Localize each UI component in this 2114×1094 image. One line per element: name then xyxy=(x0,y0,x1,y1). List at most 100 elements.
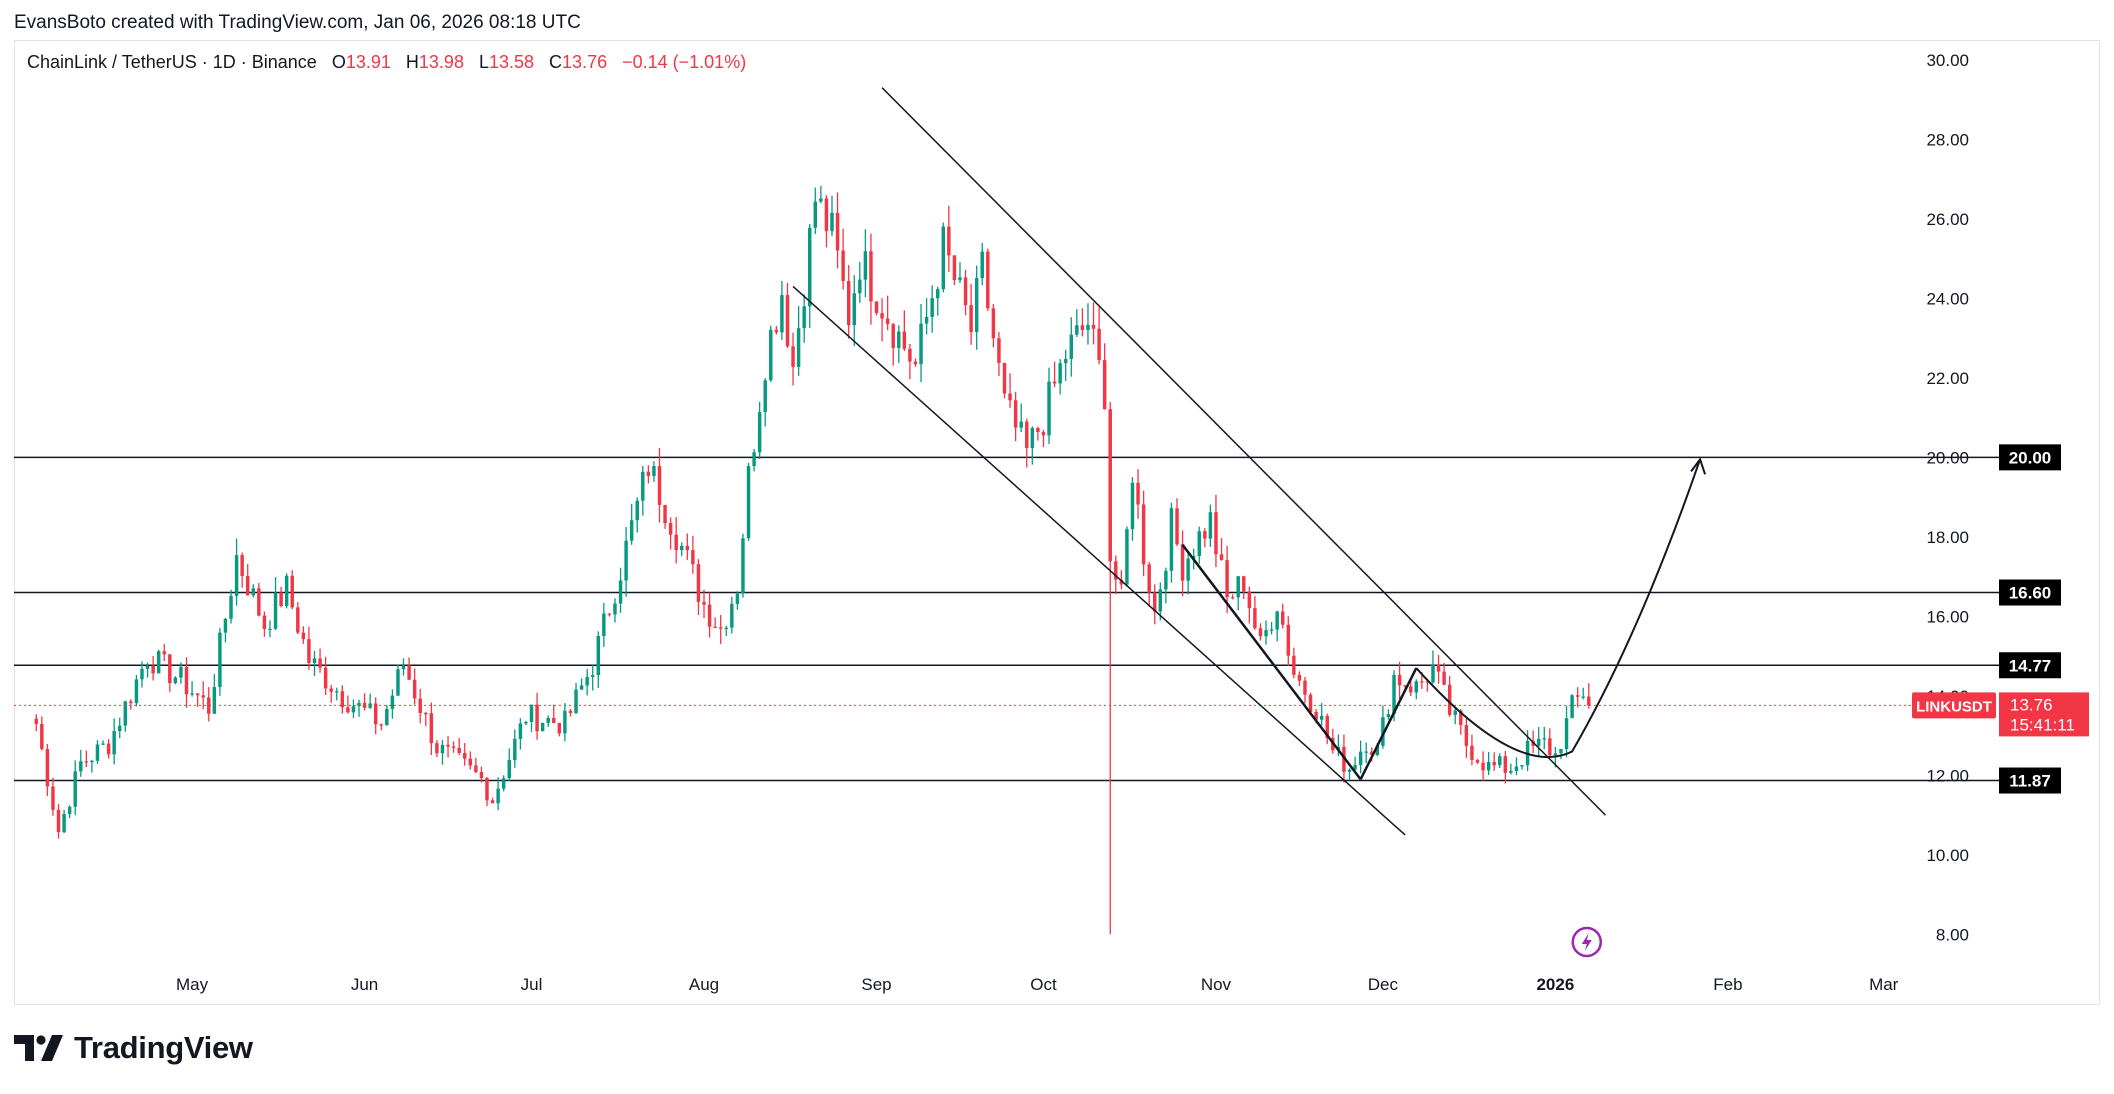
x-tick-label: Dec xyxy=(1368,975,1399,994)
candle-body xyxy=(997,338,1001,363)
candle-body xyxy=(1414,681,1419,693)
candle-body xyxy=(535,704,539,732)
candle-body xyxy=(1364,751,1368,753)
candle-body xyxy=(674,534,678,551)
candle-body xyxy=(1219,554,1224,561)
x-tick-label: Nov xyxy=(1201,975,1232,994)
y-tick-label: 16.00 xyxy=(1926,607,1969,626)
candle-body xyxy=(312,658,317,663)
y-tick-label: 12.00 xyxy=(1926,766,1969,785)
candle-body xyxy=(1013,400,1018,428)
candle-body xyxy=(552,717,556,723)
candle-body xyxy=(440,744,445,754)
tradingview-brand: TradingView xyxy=(74,1030,253,1065)
candle-body xyxy=(90,760,94,763)
projection-curve xyxy=(1415,459,1702,759)
candle-body xyxy=(1063,358,1068,364)
candle-body xyxy=(145,665,150,669)
chart-area[interactable] xyxy=(14,40,2100,1005)
candle-body xyxy=(590,675,595,677)
candle-body xyxy=(624,540,628,581)
candle-body xyxy=(1436,664,1441,672)
candle-body xyxy=(379,724,383,726)
candle-body xyxy=(1503,756,1508,773)
candle-body xyxy=(195,693,200,696)
candle-body xyxy=(1347,769,1352,772)
candle-body xyxy=(1186,558,1190,581)
candle-body xyxy=(991,308,996,339)
price-level-tag xyxy=(1999,579,2061,606)
candle-body xyxy=(1475,759,1480,763)
y-tick-label: 8.00 xyxy=(1936,925,1969,944)
x-tick-label: Sep xyxy=(861,975,891,994)
candle-body xyxy=(1002,362,1007,394)
candle-body xyxy=(179,666,183,678)
candle-body xyxy=(641,471,645,501)
candle-body xyxy=(1581,696,1585,698)
candle-body xyxy=(234,555,239,596)
candle-body xyxy=(1242,576,1246,592)
candle-body xyxy=(657,466,662,505)
candle-body xyxy=(1498,756,1502,766)
candle-body xyxy=(201,695,205,698)
candle-body xyxy=(1169,508,1174,571)
x-tick-label: Jun xyxy=(351,975,378,994)
candle-body xyxy=(874,301,879,314)
candle-body xyxy=(385,708,389,726)
candle-body xyxy=(568,710,573,713)
candle-body xyxy=(841,250,845,282)
candle-body xyxy=(335,691,339,693)
candle-body xyxy=(730,603,734,628)
candle-body xyxy=(529,704,534,722)
candle-body xyxy=(1052,381,1057,384)
candle-body xyxy=(168,654,172,684)
candle-body xyxy=(1486,761,1491,771)
candle-body xyxy=(1447,684,1452,715)
candle-body xyxy=(1208,512,1213,539)
candle-body xyxy=(1025,421,1029,448)
candle-body xyxy=(151,665,155,674)
candle-body xyxy=(435,743,439,754)
candle-body xyxy=(1481,762,1485,771)
candle-body xyxy=(1464,725,1469,746)
candle-body xyxy=(1036,428,1040,432)
candle-body xyxy=(1536,738,1541,746)
candle-body xyxy=(101,743,105,745)
candle-body xyxy=(190,693,194,695)
candle-body xyxy=(1492,761,1496,766)
candle-body xyxy=(84,761,89,763)
legend-close: 13.76 xyxy=(562,52,608,72)
candle-body xyxy=(863,251,868,280)
candle-body xyxy=(707,604,712,627)
candle-body xyxy=(501,778,506,789)
candle-body xyxy=(173,677,178,684)
candle-body xyxy=(824,198,829,232)
candle-body xyxy=(468,758,473,766)
candle-body xyxy=(930,298,934,317)
candle-body xyxy=(1041,431,1046,436)
candle-body xyxy=(329,688,333,692)
candle-body xyxy=(741,538,745,594)
candle-body xyxy=(1275,611,1279,630)
candle-body xyxy=(1514,766,1519,771)
price-level-tag xyxy=(1999,652,2061,679)
x-tick-label: 2026 xyxy=(1536,975,1574,994)
candle-body xyxy=(463,752,467,759)
candle-body xyxy=(1408,686,1413,693)
candle-body xyxy=(262,615,267,630)
candle-body xyxy=(746,465,751,539)
candle-body xyxy=(935,289,940,299)
candle-body xyxy=(696,564,701,602)
candle-body xyxy=(974,278,979,333)
candle-body xyxy=(880,313,884,319)
price-level-tag xyxy=(1999,444,2061,471)
candle-body xyxy=(613,603,617,615)
candle-body xyxy=(1425,681,1430,683)
candle-body xyxy=(45,748,50,787)
candle-body xyxy=(1114,561,1118,580)
candle-body xyxy=(1091,324,1096,329)
candle-body xyxy=(791,346,795,367)
candle-body xyxy=(808,227,812,307)
tradingview-logo[interactable]: TradingView xyxy=(14,1030,253,1066)
